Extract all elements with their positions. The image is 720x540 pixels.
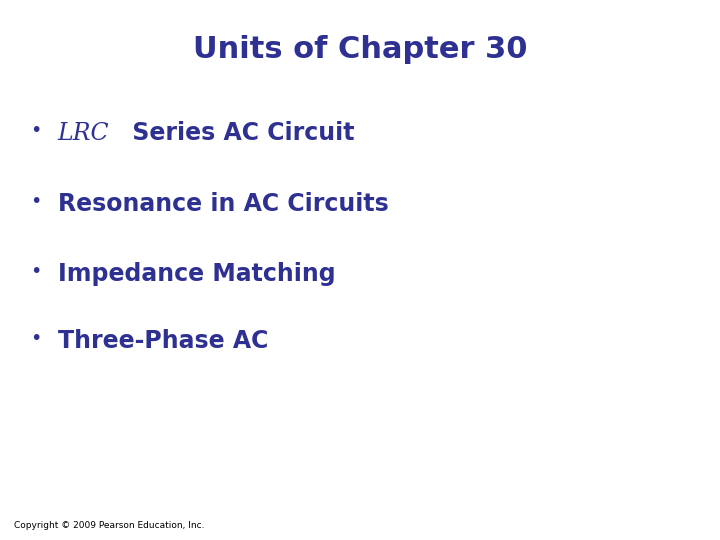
Text: •: • xyxy=(30,192,42,211)
Text: Impedance Matching: Impedance Matching xyxy=(58,262,336,286)
Text: LRC: LRC xyxy=(58,122,109,145)
Text: Series AC Circuit: Series AC Circuit xyxy=(125,122,355,145)
Text: Copyright © 2009 Pearson Education, Inc.: Copyright © 2009 Pearson Education, Inc. xyxy=(14,521,205,530)
Text: •: • xyxy=(30,329,42,348)
Text: Resonance in AC Circuits: Resonance in AC Circuits xyxy=(58,192,388,215)
Text: •: • xyxy=(30,122,42,140)
Text: Three-Phase AC: Three-Phase AC xyxy=(58,329,268,353)
Text: •: • xyxy=(30,262,42,281)
Text: Units of Chapter 30: Units of Chapter 30 xyxy=(193,35,527,64)
